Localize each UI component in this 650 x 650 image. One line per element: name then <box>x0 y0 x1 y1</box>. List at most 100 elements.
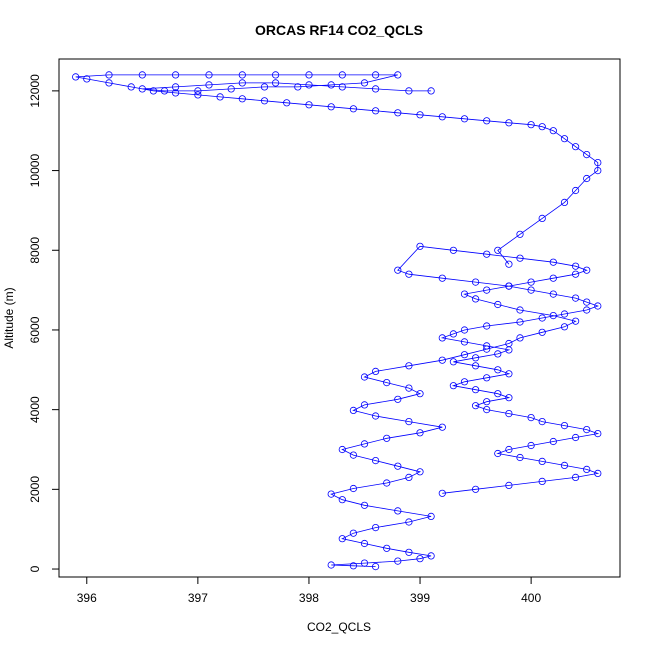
data-point <box>538 123 546 131</box>
data-point <box>383 378 391 387</box>
data-point <box>527 121 535 129</box>
data-point <box>383 544 391 552</box>
data-point <box>371 71 380 79</box>
data-point <box>172 83 180 91</box>
data-point <box>483 342 491 350</box>
data-point <box>516 318 524 326</box>
data-point <box>105 71 113 79</box>
data-point <box>460 290 469 298</box>
data-point <box>260 83 269 91</box>
data-point <box>327 81 335 89</box>
data-point <box>505 119 513 127</box>
data-point <box>549 274 557 282</box>
data-point <box>138 85 146 93</box>
data-point <box>360 559 369 567</box>
data-point <box>238 79 246 87</box>
data-point <box>405 384 413 392</box>
data-point <box>371 562 380 571</box>
data-point <box>283 99 291 107</box>
data-point <box>338 496 346 504</box>
data-point <box>360 501 369 509</box>
data-point <box>394 395 402 403</box>
series-line-1 <box>330 245 600 567</box>
data-point <box>227 85 235 93</box>
data-point <box>505 346 513 354</box>
data-point <box>405 548 413 556</box>
data-point <box>416 390 424 398</box>
data-point <box>360 539 369 548</box>
data-point <box>560 461 569 469</box>
data-point <box>494 350 502 358</box>
data-point <box>371 523 380 532</box>
x-tick-label: 399 <box>410 591 430 605</box>
data-point <box>160 87 169 95</box>
data-point <box>483 345 491 353</box>
chart-title: ORCAS RF14 CO2_QCLS <box>255 22 423 38</box>
data-point <box>505 394 513 402</box>
data-point <box>349 484 357 493</box>
data-point <box>494 300 502 309</box>
plot-frame <box>58 58 621 578</box>
data-point <box>338 71 346 79</box>
data-point <box>549 290 557 298</box>
data-point <box>205 71 213 79</box>
data-point <box>327 561 335 569</box>
data-point <box>394 266 402 274</box>
data-point <box>449 330 457 338</box>
data-point <box>416 468 424 476</box>
data-point <box>438 423 446 431</box>
data-point <box>505 409 513 418</box>
data-point <box>494 246 502 254</box>
data-point <box>371 107 380 115</box>
x-axis-label: CO2_QCLS <box>307 620 371 634</box>
data-point <box>349 406 357 414</box>
data-point <box>483 322 491 330</box>
data-point <box>538 328 546 336</box>
data-point <box>583 174 591 183</box>
data-point <box>483 117 491 125</box>
data-point <box>149 87 157 95</box>
data-point <box>371 85 380 93</box>
data-point <box>538 477 546 485</box>
data-point <box>471 386 480 394</box>
y-tick-label: 12000 <box>28 74 42 108</box>
data-point <box>416 242 424 250</box>
data-point <box>460 378 469 386</box>
data-point <box>483 374 491 382</box>
y-tick-label: 0 <box>28 565 42 572</box>
data-point <box>449 358 457 366</box>
data-point <box>405 473 413 481</box>
data-point <box>527 286 535 294</box>
data-point <box>527 441 535 450</box>
x-tick-label: 397 <box>188 591 208 605</box>
x-tick-label: 400 <box>521 591 541 605</box>
data-point <box>260 97 269 105</box>
data-point <box>405 270 413 278</box>
data-point <box>394 462 402 470</box>
data-point <box>505 260 513 268</box>
data-point <box>294 83 302 91</box>
data-point <box>549 258 557 266</box>
data-point <box>549 437 557 446</box>
data-point <box>494 449 502 458</box>
data-point <box>394 71 402 79</box>
data-point <box>571 473 580 481</box>
data-point <box>194 87 202 95</box>
data-point <box>560 135 569 143</box>
data-point <box>505 445 513 454</box>
data-point <box>483 250 491 258</box>
data-points <box>72 71 602 571</box>
data-point <box>583 306 591 314</box>
data-point <box>360 79 369 87</box>
data-point <box>371 412 380 420</box>
data-point <box>194 91 202 99</box>
data-point <box>516 453 524 462</box>
data-point <box>371 456 380 465</box>
data-point <box>371 367 380 375</box>
data-traces <box>75 74 600 567</box>
y-axis-label: Altitude (m) <box>2 287 16 348</box>
data-point <box>560 310 569 318</box>
y-tick-label: 2000 <box>28 476 42 503</box>
data-point <box>349 562 357 570</box>
